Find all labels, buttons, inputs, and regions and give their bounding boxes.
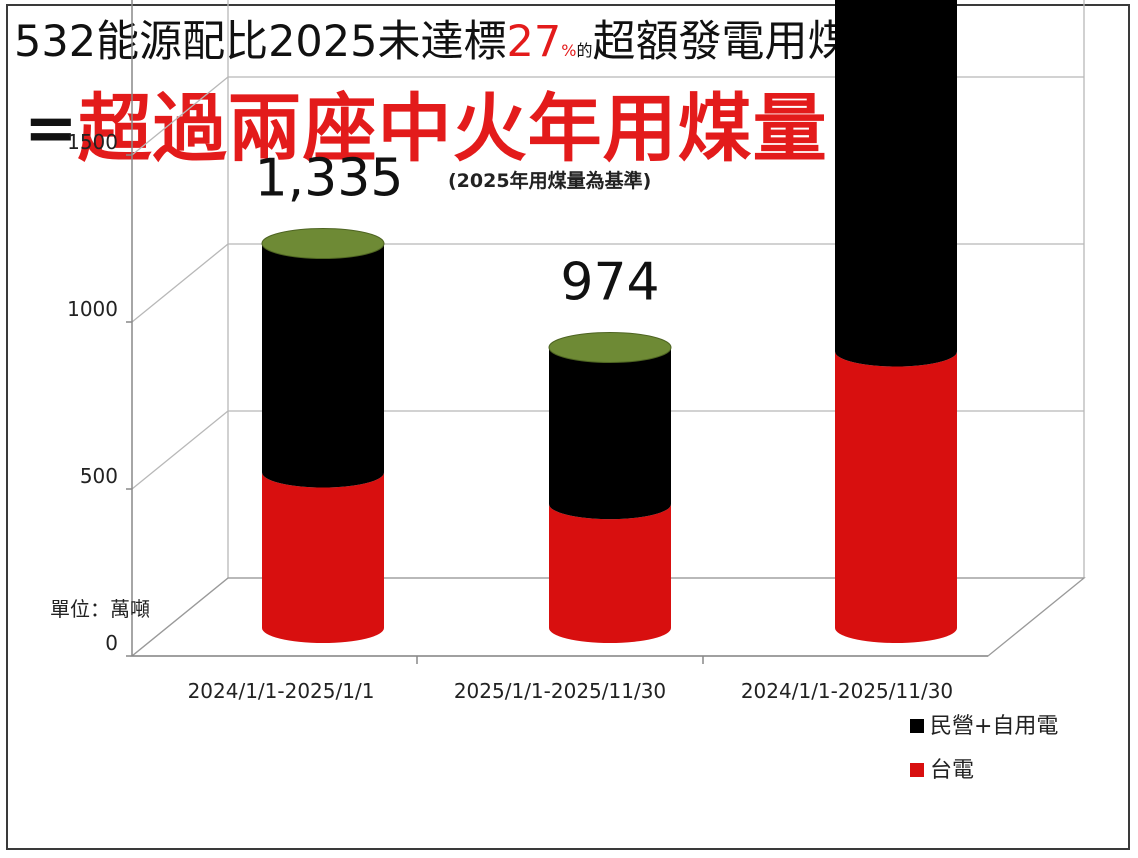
gridline-diagonal bbox=[131, 76, 229, 156]
gridline-diagonal bbox=[131, 410, 229, 490]
legend-swatch bbox=[910, 719, 924, 733]
bar-segment-taipower bbox=[262, 472, 384, 643]
subtitle-highlight: 超過兩座中火年用煤量 bbox=[77, 86, 828, 172]
data-label: 974 bbox=[560, 252, 659, 312]
y-tick-label: 1000 bbox=[67, 297, 118, 321]
x-tick-label: 2024/1/1-2025/11/30 bbox=[741, 679, 953, 703]
bar-top-cap bbox=[548, 331, 672, 363]
data-label: 1,335 bbox=[255, 149, 404, 209]
bar-segment-private bbox=[835, 0, 957, 367]
basis-note: (2025年用煤量為基準) bbox=[448, 170, 652, 192]
unit-label: 單位：萬噸 bbox=[50, 597, 150, 621]
bar-segment-private bbox=[549, 347, 671, 520]
y-axis: 05001000150020002500 bbox=[67, 0, 988, 664]
y-tick-label: 0 bbox=[105, 631, 118, 655]
y-tick-label: 1500 bbox=[67, 130, 118, 154]
bar-group bbox=[548, 331, 672, 643]
x-tick-label: 2025/1/1-2025/11/30 bbox=[454, 679, 666, 703]
bar-segment-private bbox=[262, 243, 384, 488]
bar-top-cap bbox=[261, 228, 385, 260]
bar-segment-taipower bbox=[835, 351, 957, 643]
gridline-diagonal bbox=[131, 243, 229, 323]
bar-group bbox=[835, 0, 957, 643]
x-tick-label: 2024/1/1-2025/1/1 bbox=[188, 679, 375, 703]
legend-swatch bbox=[910, 763, 924, 777]
title-part-1: 532能源配比2025未達標 bbox=[14, 17, 507, 67]
y-tick-label: 500 bbox=[80, 464, 118, 488]
legend-label: 民營+自用電 bbox=[930, 714, 1058, 739]
title-percent-sign: % bbox=[561, 41, 577, 60]
x-axis: 2024/1/1-2025/1/1 2025/1/1-2025/11/30 2024… bbox=[188, 679, 954, 703]
data-labels: 1,3359742,309 bbox=[255, 149, 660, 313]
legend-label: 台電 bbox=[930, 758, 974, 783]
title-highlight-number: 27 bbox=[506, 17, 562, 67]
subtitle-equals: = bbox=[24, 92, 78, 166]
title-de: 的 bbox=[576, 41, 593, 60]
bar-group bbox=[261, 228, 385, 643]
bar-segment-taipower bbox=[549, 504, 671, 643]
chart-bars bbox=[261, 0, 957, 643]
